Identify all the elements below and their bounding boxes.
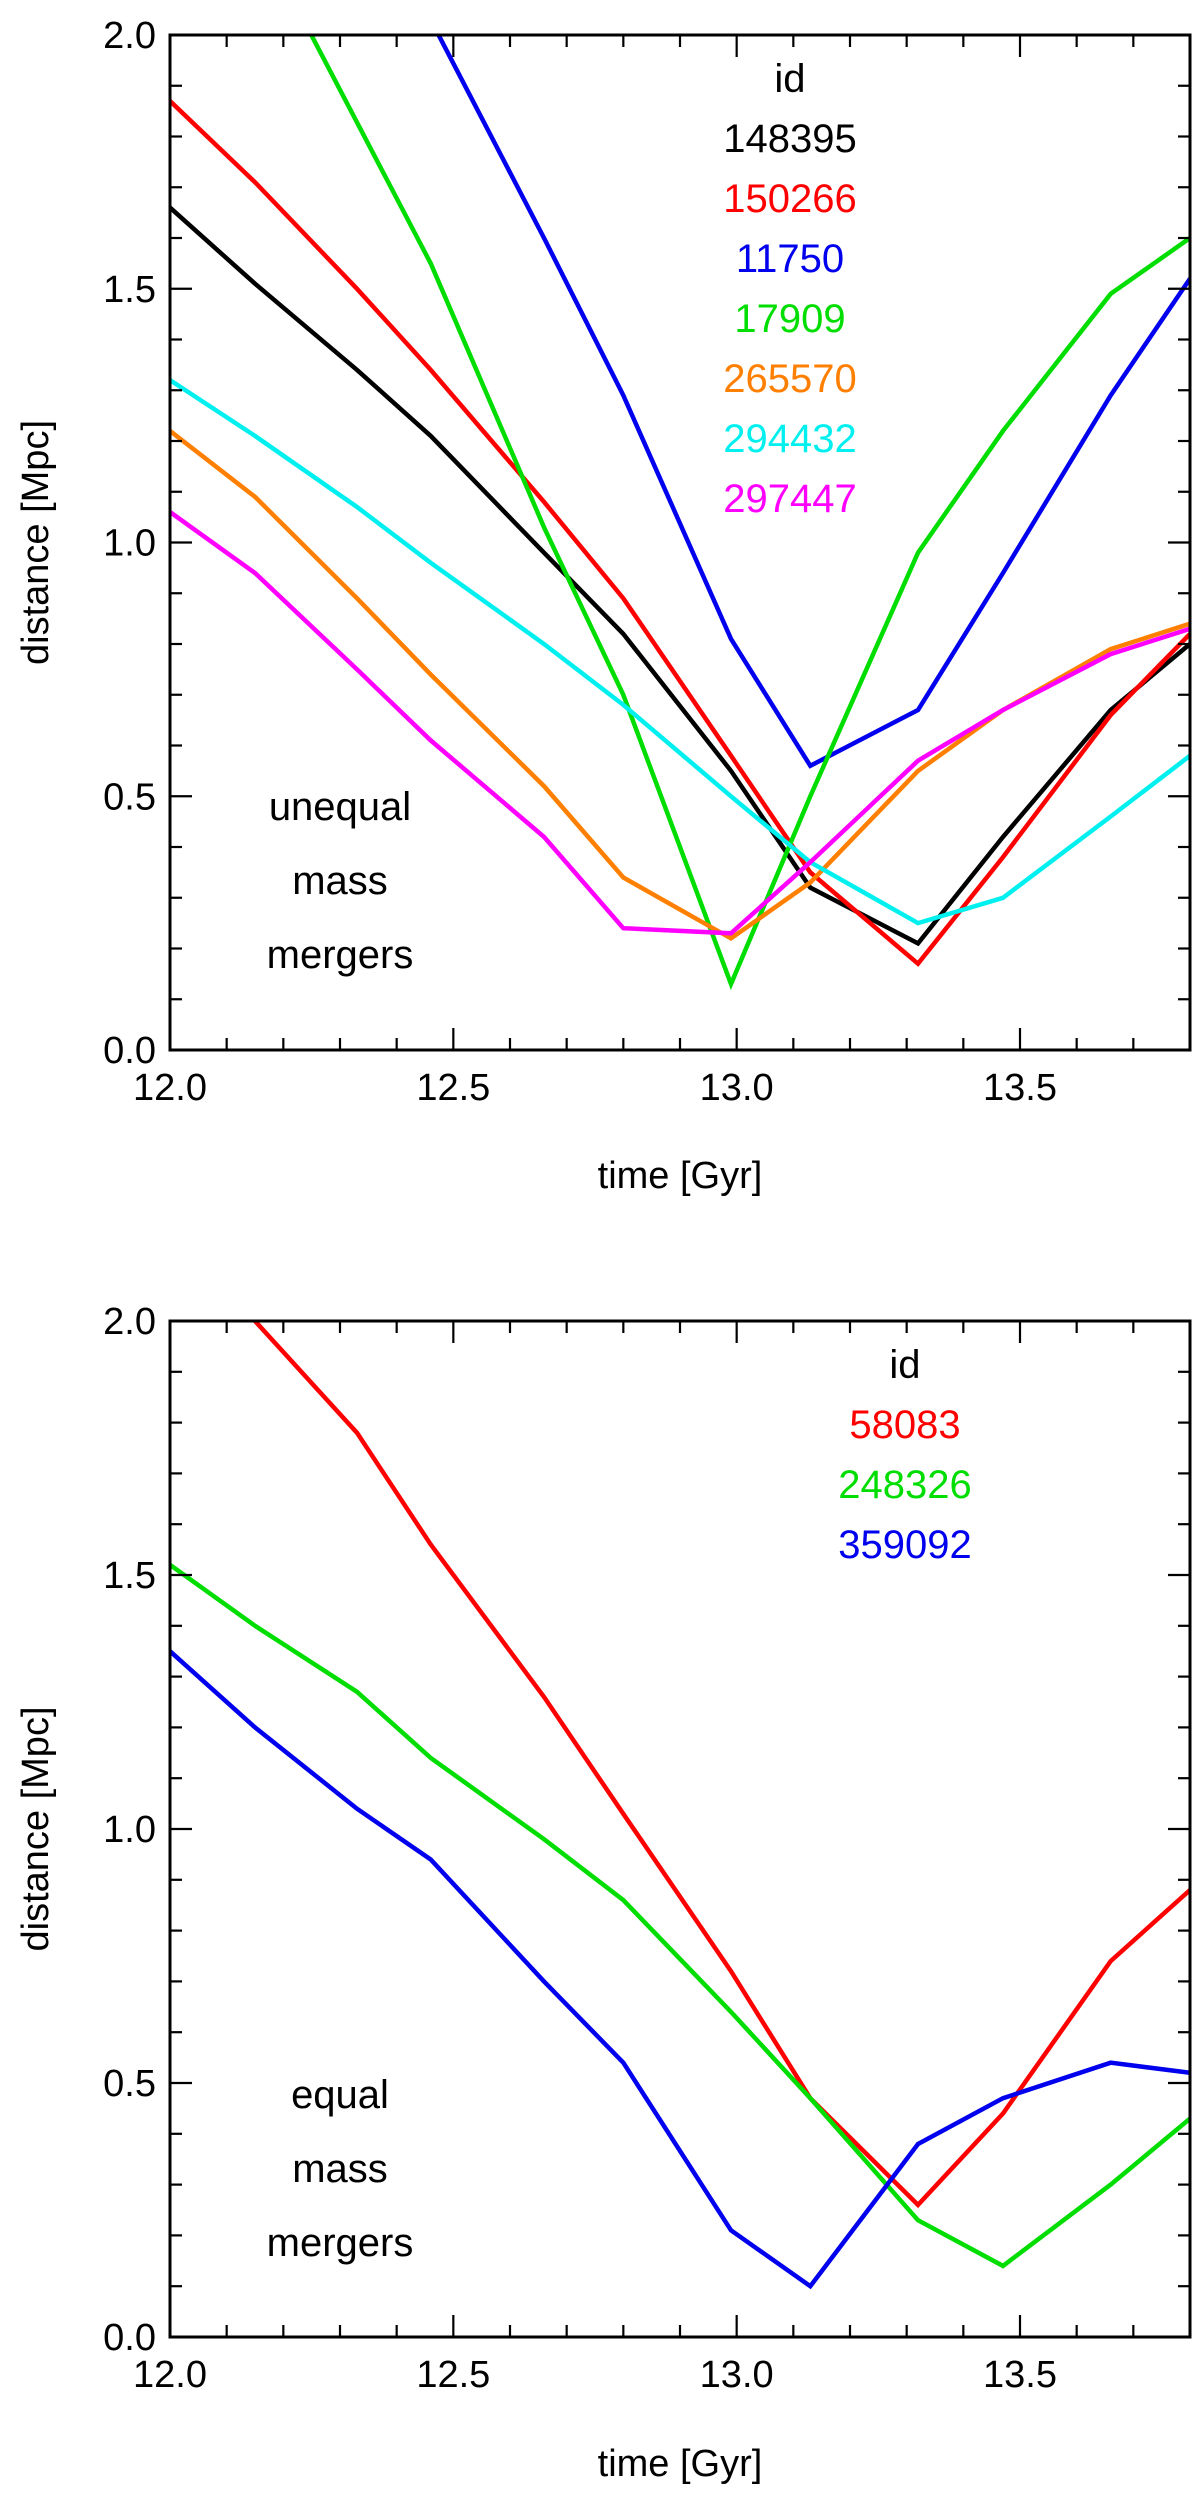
y-axis-title: distance [Mpc]: [15, 420, 57, 665]
series-line-58083: [253, 1321, 1190, 2209]
series-line-297447: [170, 510, 1190, 936]
series-line-11750: [436, 35, 1190, 769]
series-line-148395: [170, 205, 1190, 947]
x-tick-label: 13.5: [983, 2354, 1057, 2396]
x-tick-label: 12.5: [416, 1067, 490, 1109]
legend-item-248326: 248326: [838, 1463, 971, 1507]
annotation-line: mass: [292, 2147, 388, 2191]
annotation-line: mergers: [267, 2221, 414, 2265]
y-tick-label: 2.0: [103, 15, 156, 57]
y-axis-title: distance [Mpc]: [15, 1707, 57, 1952]
equal-mass-chart: 12.0 12.5 13.0 13.5 0.0 0.5 1.0 1.5 2.0 time [Gyr…: [15, 1301, 1192, 2485]
x-tick-label: 13.0: [700, 2354, 774, 2396]
series-line-248326: [170, 1562, 1190, 2269]
annotation-line: mass: [292, 859, 388, 903]
annotation-line: unequal: [269, 785, 411, 829]
y-tick-label: 1.5: [103, 1555, 156, 1597]
series-line-17909: [308, 35, 1190, 991]
x-tick-label: 13.0: [700, 1067, 774, 1109]
legend-item-150266: 150266: [723, 177, 856, 221]
y-tick-label: 0.0: [103, 2317, 156, 2359]
legend-item-294432: 294432: [723, 417, 856, 461]
legend-item-265570: 265570: [723, 357, 856, 401]
series-line-150266: [170, 99, 1190, 967]
x-tick-label: 13.5: [983, 1067, 1057, 1109]
y-tick-label: 1.0: [103, 1809, 156, 1851]
legend-item-58083: 58083: [849, 1403, 960, 1447]
series-group: [170, 1321, 1190, 2290]
annotation-line: equal: [291, 2073, 389, 2117]
annotation-line: mergers: [267, 933, 414, 977]
legend-title: id: [889, 1343, 920, 1387]
x-axis-title: time [Gyr]: [598, 2443, 763, 2485]
legend-item-297447: 297447: [723, 477, 856, 521]
series-line-359092: [170, 1649, 1190, 2290]
legend-item-11750: 11750: [736, 237, 844, 281]
y-tick-label: 0.5: [103, 2063, 156, 2105]
y-tick-label: 0.0: [103, 1030, 156, 1072]
x-axis-title: time [Gyr]: [598, 1155, 763, 1197]
unequal-mass-chart: 12.0 12.5 13.0 13.5 0.0 0.5 1.0 1.5 2.0 time [Gyr…: [15, 15, 1192, 1197]
legend-item-359092: 359092: [838, 1523, 971, 1567]
series-group: [170, 35, 1190, 991]
y-tick-label: 2.0: [103, 1301, 156, 1343]
y-tick-label: 0.5: [103, 776, 156, 818]
legend-title: id: [774, 57, 805, 101]
x-tick-label: 12.5: [416, 2354, 490, 2396]
x-tick-label: 12.0: [133, 2354, 207, 2396]
y-tick-label: 1.0: [103, 523, 156, 565]
legend-item-17909: 17909: [734, 297, 845, 341]
y-tick-label: 1.5: [103, 269, 156, 311]
legend-item-148395: 148395: [723, 117, 856, 161]
series-line-294432: [170, 378, 1190, 926]
x-tick-label: 12.0: [133, 1067, 207, 1109]
